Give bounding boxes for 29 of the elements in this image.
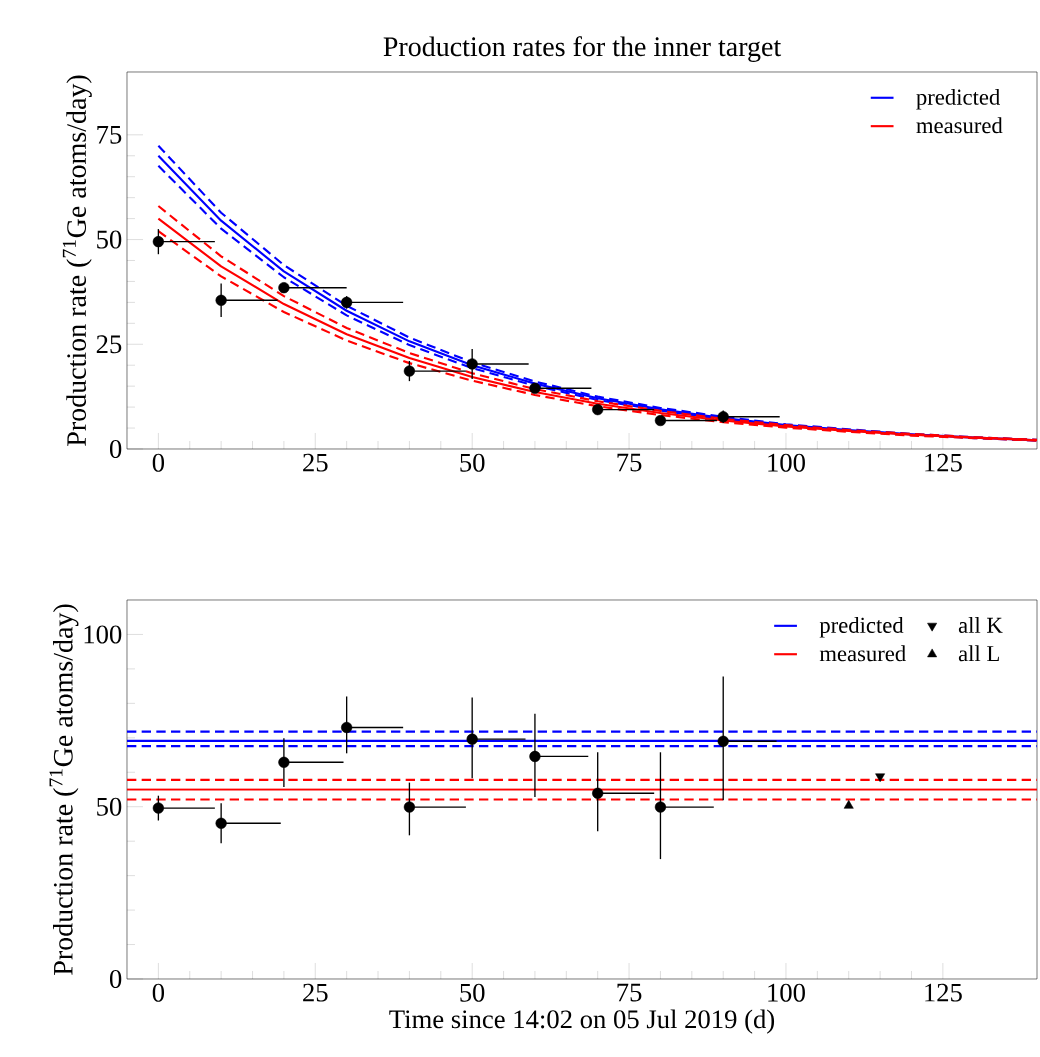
legend-label: measured	[819, 645, 906, 662]
y-tick-label: 50	[97, 230, 122, 249]
y-axis-title: Production rate ($^{71}$Ge atoms/day)	[62, 75, 92, 446]
x-tick-label: 125	[925, 453, 962, 472]
y-tick-label: 100	[84, 625, 122, 644]
x-axis-title: Time since 14:02 on 05 Jul 2019 (d)	[389, 1009, 775, 1034]
y-tick-label: 25	[96, 335, 122, 354]
legend-label: all K	[958, 616, 1003, 633]
y-tick-label: 50	[97, 797, 122, 816]
x-tick-label: 25	[303, 453, 328, 472]
x-tick-label: 25	[303, 983, 328, 1002]
x-tick-label: 75	[617, 453, 642, 472]
x-tick-label: 50	[460, 983, 485, 1002]
x-tick-label: 0	[152, 983, 165, 1002]
y-tick-label: 0	[109, 970, 122, 988]
x-tick-label: 75	[617, 983, 642, 1002]
x-tick-label: 0	[152, 453, 165, 472]
legend-label: predicted	[819, 616, 904, 638]
legend-label: predicted	[916, 88, 1000, 110]
legend-label: measured	[916, 117, 1003, 134]
y-tick-label: 0	[109, 440, 122, 458]
x-tick-label: 125	[925, 983, 962, 1002]
y-axis-title: Production rate ($^{71}$Ge atoms/day)	[49, 604, 79, 975]
x-tick-label: 50	[460, 453, 485, 472]
y-tick-label: 75	[97, 125, 122, 144]
legend-label: all L	[958, 645, 999, 662]
x-tick-label: 100	[768, 453, 805, 472]
x-tick-label: 100	[768, 983, 805, 1002]
chart-title: Production rates for the inner target	[383, 36, 782, 62]
